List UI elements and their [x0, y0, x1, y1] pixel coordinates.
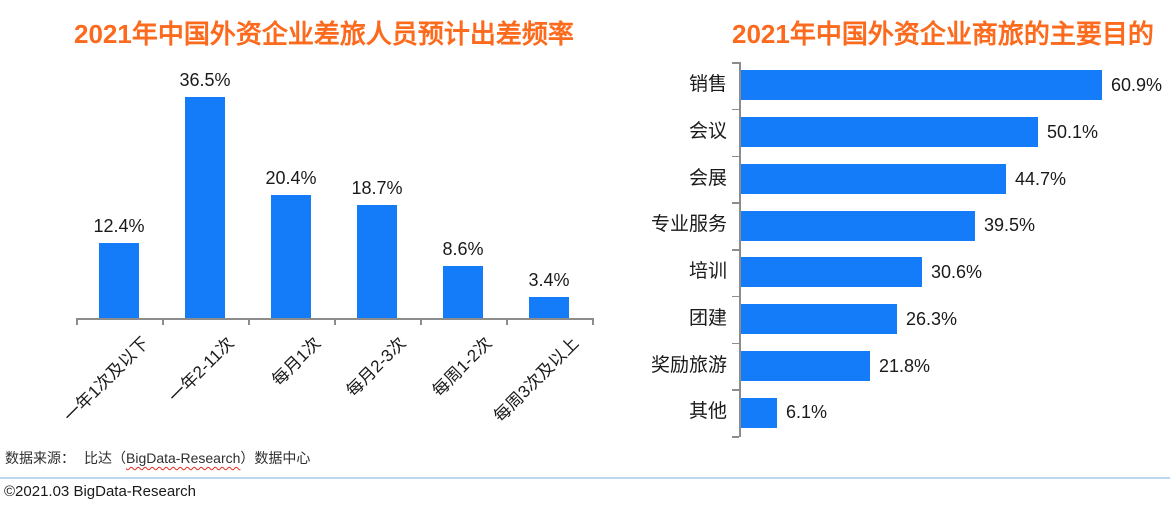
frequency-value-label: 3.4%: [528, 270, 570, 290]
purpose-value-label: 26.3%: [906, 308, 958, 329]
y-axis-line: [739, 62, 741, 437]
x-axis-tick: [420, 318, 422, 325]
x-axis-tick: [248, 318, 250, 325]
purpose-category-label: 专业服务: [650, 214, 727, 236]
purpose-value-label: 60.9%: [1111, 75, 1163, 95]
purpose-category-label: 销售: [688, 74, 727, 95]
y-axis-tick: [732, 295, 739, 298]
data-source-brand: BigData-Research: [126, 450, 241, 466]
purpose-bar: [741, 304, 897, 335]
y-axis-tick: [732, 342, 739, 344]
data-source-note: 数据来源： 比达（BigData-Research）数据中心: [5, 448, 310, 468]
y-axis-tick: [732, 389, 739, 391]
y-axis-tick: [732, 249, 739, 251]
footer-divider-line: [0, 477, 1170, 479]
frequency-value-label: 18.7%: [351, 178, 403, 198]
purpose-bar: [741, 70, 1102, 101]
purpose-bar: [741, 163, 1006, 194]
frequency-bar: [271, 195, 311, 318]
purpose-category-label: 团建: [688, 307, 727, 329]
purpose-value-label: 6.1%: [786, 402, 828, 423]
purpose-category-label: 培训: [688, 261, 727, 282]
frequency-value-label: 12.4%: [93, 216, 145, 236]
frequency-bar: [357, 205, 397, 318]
left-chart-title: 2021年中国外资企业差旅人员预计出差频率: [74, 19, 574, 49]
x-axis-tick: [506, 318, 508, 325]
frequency-value-label: 8.6%: [442, 239, 484, 259]
purpose-category-label: 其他: [688, 401, 727, 423]
data-source-open: 比达（: [84, 450, 126, 466]
x-axis-tick: [162, 318, 164, 325]
purpose-bar: [741, 210, 975, 241]
x-axis-tick: [334, 318, 336, 325]
data-source-text: 比达（BigData-Research）数据中心: [84, 450, 310, 466]
data-source-label: 数据来源：: [5, 450, 75, 466]
y-axis-tick: [732, 155, 739, 157]
purpose-value-label: 50.1%: [1047, 121, 1099, 142]
purpose-category-label: 会展: [688, 167, 727, 189]
purpose-bar: [741, 397, 777, 428]
frequency-bar: [529, 297, 569, 318]
purpose-bar: [741, 350, 870, 381]
copyright-text: ©2021.03 BigData-Research: [4, 483, 196, 500]
purpose-bar: [741, 257, 922, 288]
x-axis-tick: [76, 318, 78, 325]
y-axis-tick: [732, 108, 739, 111]
y-axis-tick: [732, 202, 739, 204]
frequency-value-label: 36.5%: [179, 70, 231, 90]
purpose-value-label: 21.8%: [879, 355, 931, 376]
purpose-category-label: 会议: [688, 120, 727, 142]
purpose-category-label: 奖励旅游: [650, 354, 727, 376]
frequency-bar: [443, 266, 483, 318]
frequency-bar: [185, 97, 225, 318]
purpose-value-label: 30.6%: [931, 262, 983, 282]
x-axis-tick: [592, 318, 594, 325]
purpose-value-label: 44.7%: [1015, 168, 1067, 189]
y-axis-tick: [732, 436, 739, 438]
frequency-bar: [99, 243, 139, 318]
purpose-bar: [741, 117, 1038, 148]
y-axis-tick: [732, 62, 739, 64]
data-source-close: ）数据中心: [240, 450, 311, 466]
right-chart-title: 2021年中国外资企业商旅的主要目的: [732, 19, 1154, 49]
frequency-value-label: 20.4%: [265, 168, 317, 188]
purpose-value-label: 39.5%: [984, 215, 1036, 236]
